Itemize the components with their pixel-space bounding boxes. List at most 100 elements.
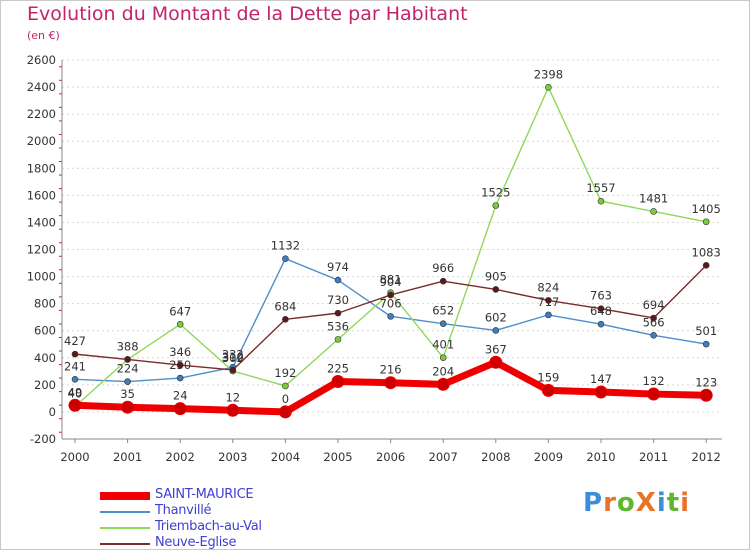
data-point-triembach-au-val	[334, 336, 342, 343]
data-label-triembach-au-val: 401	[432, 338, 454, 352]
logo-letter: o	[616, 488, 636, 518]
data-point-thanvill-	[282, 255, 289, 263]
logo-letter: i	[680, 488, 691, 518]
data-label-neuve-eglise: 1083	[692, 245, 721, 259]
legend-swatch	[100, 543, 150, 545]
data-label-saint-maurice: 147	[590, 372, 612, 386]
data-label-thanvill-: 1132	[271, 239, 300, 253]
x-tick-label: 2000	[60, 450, 89, 464]
data-label-neuve-eglise: 694	[643, 298, 665, 312]
data-point-saint-maurice	[173, 402, 187, 416]
data-point-saint-maurice	[384, 376, 398, 390]
data-point-thanvill-	[124, 378, 131, 385]
data-point-neuve-eglise	[387, 291, 394, 299]
legend-swatch	[100, 527, 150, 529]
data-point-thanvill-	[176, 374, 184, 382]
data-label-saint-maurice: 204	[432, 364, 454, 378]
data-point-triembach-au-val	[702, 218, 710, 226]
data-point-neuve-eglise	[229, 366, 237, 374]
data-point-saint-maurice	[699, 388, 713, 402]
data-label-neuve-eglise: 966	[432, 261, 454, 275]
data-label-saint-maurice: 216	[380, 363, 402, 377]
y-tick-label: 2400	[27, 80, 56, 94]
x-tick-label: 2001	[113, 450, 142, 464]
data-label-thanvill-: 974	[327, 260, 349, 274]
data-label-saint-maurice: 49	[68, 385, 83, 399]
x-tick-label: 2008	[481, 450, 510, 464]
data-point-saint-maurice	[436, 377, 450, 391]
logo-letter: i	[656, 488, 667, 518]
data-point-saint-maurice	[68, 398, 82, 412]
data-point-neuve-eglise	[439, 277, 447, 285]
y-tick-label: 1000	[27, 270, 56, 284]
chart-title: Evolution du Montant de la Dette par Hab…	[27, 3, 468, 25]
y-tick-label: 400	[34, 351, 56, 365]
data-label-neuve-eglise: 346	[169, 345, 191, 359]
data-label-triembach-au-val: 647	[169, 304, 191, 318]
data-label-saint-maurice: 123	[695, 375, 717, 389]
data-label-triembach-au-val: 302	[222, 351, 244, 365]
data-point-thanvill-	[492, 327, 500, 334]
y-tick-label: 800	[34, 297, 56, 311]
data-label-saint-maurice: 159	[537, 370, 559, 384]
data-point-neuve-eglise	[282, 316, 289, 323]
data-point-neuve-eglise	[702, 262, 710, 269]
legend-swatch	[100, 511, 150, 513]
data-point-saint-maurice	[121, 400, 135, 414]
data-label-triembach-au-val: 1405	[692, 202, 721, 216]
data-label-triembach-au-val: 536	[327, 319, 349, 333]
data-point-thanvill-	[334, 276, 342, 284]
data-point-saint-maurice	[541, 383, 555, 397]
data-label-saint-maurice: 35	[120, 387, 135, 401]
data-point-neuve-eglise	[334, 309, 342, 317]
x-tick-label: 2006	[376, 450, 405, 464]
data-label-saint-maurice: 367	[485, 342, 507, 356]
y-tick-label: 1200	[27, 243, 56, 257]
data-label-triembach-au-val: 192	[274, 366, 296, 380]
data-label-neuve-eglise: 684	[274, 299, 296, 313]
data-point-saint-maurice	[278, 405, 292, 419]
data-point-neuve-eglise	[176, 361, 184, 369]
x-tick-label: 2010	[586, 450, 615, 464]
data-point-triembach-au-val	[545, 84, 552, 91]
y-tick-label: 2600	[27, 53, 56, 67]
logo-letter: t	[666, 488, 681, 518]
data-label-saint-maurice: 225	[327, 361, 349, 375]
data-label-thanvill-: 652	[432, 304, 454, 318]
data-label-neuve-eglise: 730	[327, 293, 349, 307]
data-label-saint-maurice: 24	[173, 389, 188, 403]
y-tick-label: 2200	[27, 107, 56, 121]
data-label-thanvill-: 566	[643, 315, 665, 329]
data-label-neuve-eglise: 310	[222, 350, 244, 364]
data-label-neuve-eglise: 427	[64, 334, 86, 348]
x-tick-label: 2004	[271, 450, 300, 464]
data-point-thanvill-	[702, 340, 710, 348]
data-label-saint-maurice: 12	[225, 390, 240, 404]
y-tick-label: 2000	[27, 134, 56, 148]
x-tick-label: 2002	[166, 450, 195, 464]
y-tick-label: 0	[49, 405, 56, 419]
data-point-thanvill-	[597, 320, 605, 328]
legend-label: Triembach-au-Val	[155, 519, 262, 534]
data-point-thanvill-	[650, 332, 657, 339]
data-point-triembach-au-val	[439, 354, 447, 361]
data-label-triembach-au-val: 1525	[481, 186, 510, 200]
data-label-neuve-eglise: 388	[117, 339, 139, 353]
logo-letter: X	[635, 488, 657, 518]
data-label-triembach-au-val: 1557	[586, 181, 615, 195]
data-label-saint-maurice: 132	[643, 374, 665, 388]
data-point-saint-maurice	[594, 385, 608, 399]
legend-label: Neuve-Eglise	[155, 535, 237, 550]
data-label-saint-maurice: 0	[282, 392, 289, 406]
data-label-neuve-eglise: 905	[485, 269, 507, 283]
logo-letter: P	[583, 488, 604, 518]
data-point-triembach-au-val	[597, 197, 605, 205]
data-point-triembach-au-val	[176, 321, 184, 328]
data-label-neuve-eglise: 763	[590, 289, 612, 303]
x-tick-label: 2009	[534, 450, 563, 464]
data-point-triembach-au-val	[492, 202, 500, 209]
y-tick-label: -200	[30, 432, 56, 446]
x-tick-label: 2005	[323, 450, 352, 464]
